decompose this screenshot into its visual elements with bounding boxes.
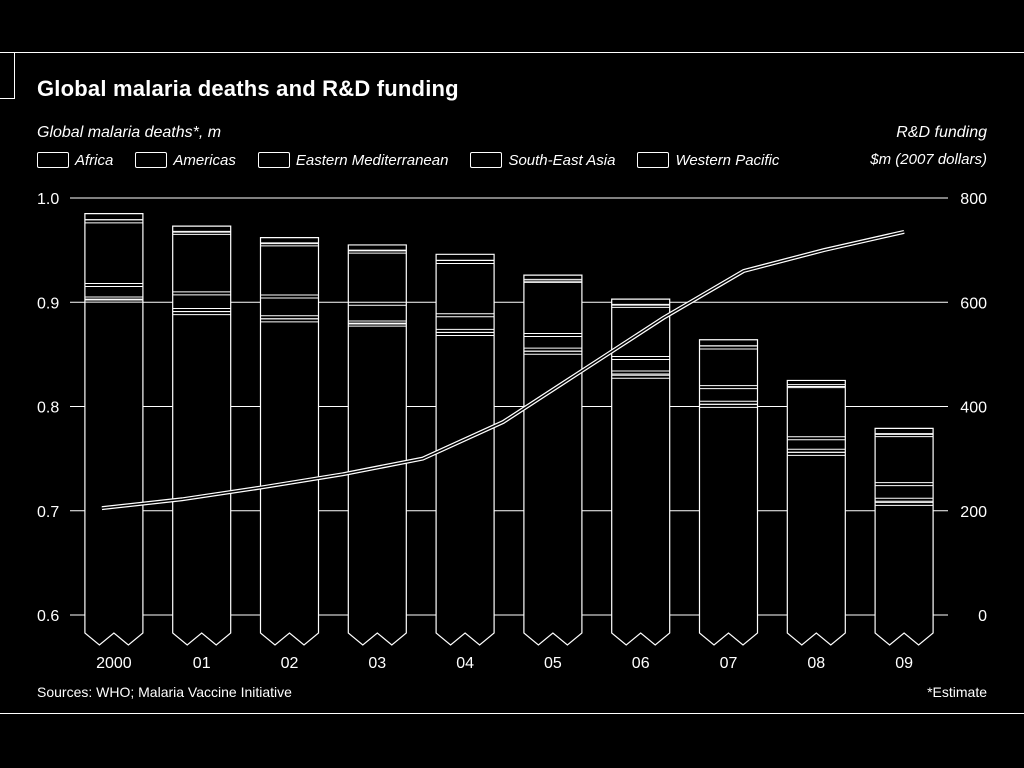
category-label: 08 — [807, 655, 825, 672]
right-axis-unit: $m (2007 dollars) — [870, 151, 987, 168]
legend-label: Africa — [75, 151, 114, 169]
left-axis-title: Global malaria deaths*, m — [37, 124, 222, 141]
category-label: 09 — [895, 655, 913, 672]
right-axis-tick: 800 — [960, 191, 987, 208]
footnote: *Estimate — [927, 684, 987, 700]
left-axis-tick: 0.9 — [37, 295, 59, 312]
legend-item-americas: Americas — [135, 152, 236, 169]
bar — [435, 253, 495, 646]
legend-label: Western Pacific — [675, 151, 780, 169]
category-label: 07 — [720, 655, 738, 672]
corner-tab — [0, 52, 15, 99]
legend-item-south-east-asia: South-East Asia — [470, 152, 615, 169]
left-axis-tick: 0.7 — [37, 504, 59, 521]
bottom-rule — [0, 713, 1024, 714]
legend-swatch — [470, 152, 503, 168]
legend-swatch — [637, 152, 670, 168]
category-label: 06 — [632, 655, 650, 672]
bar — [698, 339, 759, 646]
legend-item-eastern-mediterranean: Eastern Mediterranean — [257, 151, 449, 169]
bar — [611, 298, 671, 646]
category-label: 03 — [368, 655, 386, 672]
bar — [84, 213, 144, 646]
chart-title: Global malaria deaths and R&D funding — [37, 76, 459, 101]
category-label: 2000 — [96, 655, 132, 672]
right-axis-title: R&D funding — [896, 124, 987, 141]
left-axis-tick: 0.8 — [37, 400, 59, 417]
legend-item-western-pacific: Western Pacific — [637, 152, 779, 169]
bar — [347, 244, 407, 646]
bar — [874, 427, 934, 646]
right-axis-tick: 0 — [978, 608, 987, 625]
left-axis-tick: 0.6 — [37, 608, 59, 625]
category-label: 04 — [456, 655, 474, 672]
legend-item-africa: Africa — [37, 152, 113, 169]
legend-label: Americas — [173, 151, 236, 169]
legend-swatch — [37, 152, 69, 168]
top-rule — [0, 52, 1024, 53]
right-axis-tick: 400 — [960, 400, 987, 417]
right-axis-tick: 600 — [960, 295, 987, 312]
legend: Africa Americas Eastern Mediterranean So… — [37, 150, 801, 170]
source-note: Sources: WHO; Malaria Vaccine Initiative — [37, 684, 292, 700]
left-axis-tick: 1.0 — [37, 191, 59, 208]
legend-label: Eastern Mediterranean — [295, 151, 449, 169]
right-axis-tick: 200 — [960, 504, 987, 521]
bar — [523, 274, 583, 646]
legend-swatch — [135, 152, 168, 168]
legend-swatch — [257, 152, 290, 168]
category-label: 05 — [544, 655, 562, 672]
category-label: 01 — [193, 655, 211, 672]
legend-label: South-East Asia — [508, 151, 616, 169]
rd-funding-line-core — [101, 231, 905, 509]
category-label: 02 — [281, 655, 299, 672]
bar — [786, 379, 846, 646]
bar — [172, 225, 232, 646]
bar — [259, 237, 320, 646]
